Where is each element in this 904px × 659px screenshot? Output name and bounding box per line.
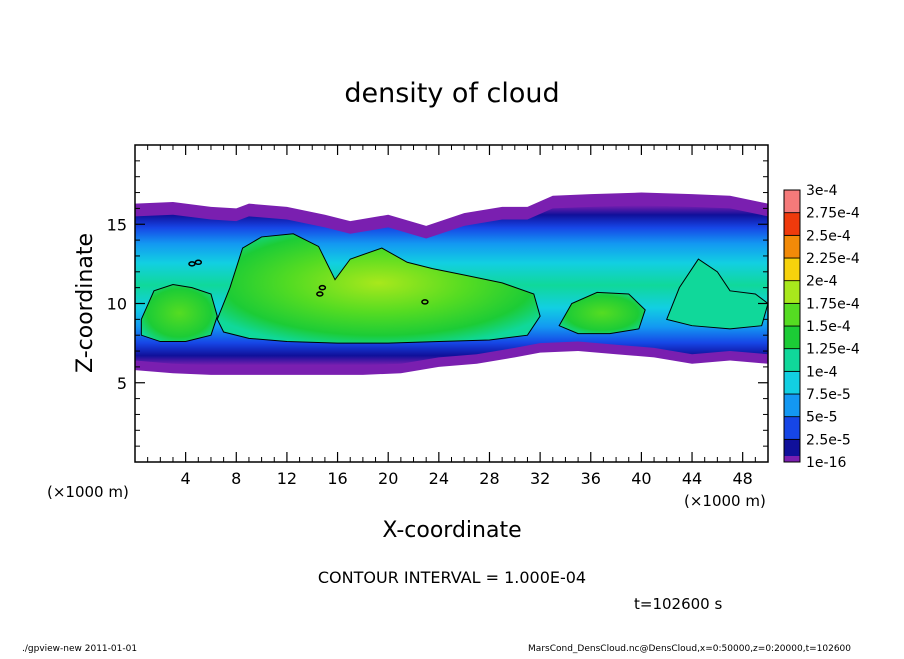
time-label: t=102600 s	[634, 595, 722, 613]
x-tick-label: 24	[429, 469, 449, 488]
cloud-left-region	[141, 284, 218, 342]
x-axis-label: X-coordinate	[382, 518, 521, 543]
colorbar-tick-label: 1.5e-4	[806, 319, 851, 335]
x-tick-label: 44	[682, 469, 702, 488]
cloud-core-high-density	[217, 233, 541, 344]
colorbar-swatch	[783, 257, 801, 282]
colorbar-swatch	[783, 280, 801, 304]
contour-interval-text: CONTOUR INTERVAL = 1.000E-04	[318, 568, 586, 587]
colorbar-tick-label: 2.75e-4	[806, 206, 860, 222]
colorbar-swatch	[783, 189, 801, 214]
x-unit-label: (×1000 m)	[684, 492, 766, 510]
footer-left: ./gpview-new 2011-01-01	[22, 644, 137, 654]
contour-line-left	[140, 283, 218, 343]
x-axis-ticks: 4 8 12 16 20 24 28 32 36 40 44 48	[147, 145, 756, 488]
contour-line-right	[666, 258, 768, 330]
y-axis-label: Z-coordinate	[73, 233, 98, 373]
contour-line-core	[216, 233, 541, 344]
colorbar-swatch	[783, 393, 801, 418]
colorbar-tick-label: 2.25e-4	[806, 251, 860, 267]
y-tick-label: 15	[107, 215, 127, 234]
colorbar-tick-label: 2.5e-5	[806, 432, 851, 448]
colorbar-tick-label: 1e-4	[806, 364, 838, 380]
x-tick-label: 28	[479, 469, 499, 488]
colorbar-swatch	[783, 302, 801, 327]
colorbar-tick-label: 2e-4	[806, 274, 838, 290]
x-tick-label: 12	[277, 469, 297, 488]
colorbar-swatch	[783, 416, 801, 440]
contour-spot	[318, 284, 327, 291]
y-unit-label: (×1000 m)	[47, 483, 129, 501]
contour-spot	[194, 259, 203, 266]
colorbar-swatch	[783, 234, 801, 259]
x-tick-label: 40	[631, 469, 651, 488]
chart-title: density of cloud	[344, 78, 559, 109]
x-tick-label: 8	[231, 469, 241, 488]
contour-line-right-center	[558, 291, 646, 335]
x-tick-label: 32	[530, 469, 550, 488]
colorbar-tick-label: 2.5e-4	[806, 228, 851, 244]
x-tick-label: 4	[181, 469, 191, 488]
colorbar-swatch	[783, 348, 801, 372]
colorbar-tick-label: 7.5e-5	[806, 387, 851, 403]
colorbar-swatch	[783, 212, 801, 236]
colorbar-swatch-min	[784, 456, 800, 462]
contour-spot	[188, 261, 196, 267]
cloud-right-region	[666, 259, 768, 329]
y-tick-label: 5	[117, 374, 127, 393]
colorbar: 1e-16 2.5e-5 5e-5 7.5e-5 1e-4 1.25e-4 1.5e-4 1.…	[783, 183, 860, 471]
x-tick-label: 48	[733, 469, 753, 488]
colorbar-swatch	[783, 325, 801, 350]
y-axis-ticks: 5 10 15	[107, 160, 768, 447]
contour-lines	[140, 233, 768, 344]
x-tick-label: 20	[378, 469, 398, 488]
contour-spot	[316, 291, 324, 297]
footer-right: MarsCond_DensCloud.nc@DensCloud,x=0:5000…	[528, 644, 851, 654]
colorbar-tick-label: 5e-5	[806, 410, 837, 426]
cloud-right-center-region	[559, 292, 646, 334]
cloud-density-field	[135, 192, 768, 375]
colorbar-tick-label: 3e-4	[806, 183, 838, 199]
colorbar-swatch	[783, 370, 801, 395]
y-tick-label: 10	[107, 295, 127, 314]
x-tick-label: 16	[327, 469, 347, 488]
colorbar-tick-label: 1.75e-4	[806, 296, 860, 312]
x-tick-label: 36	[581, 469, 601, 488]
colorbar-frame	[783, 189, 801, 463]
colorbar-tick-label: 1.25e-4	[806, 342, 860, 358]
contour-spot	[421, 299, 429, 305]
colorbar-tick-label: 1e-16	[806, 455, 846, 471]
